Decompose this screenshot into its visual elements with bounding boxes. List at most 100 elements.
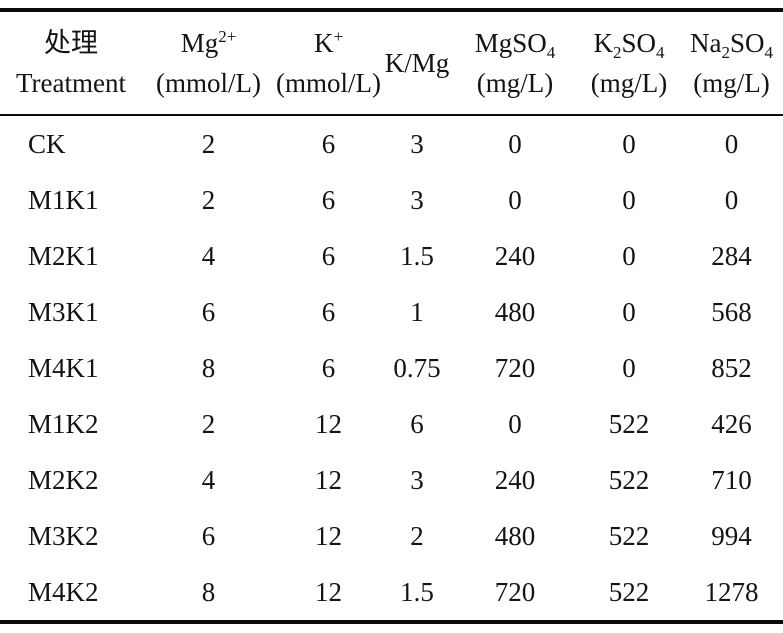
header-k-mg-label: K/Mg <box>384 48 450 78</box>
table-row: M1K1 2 6 3 0 0 0 <box>0 172 783 228</box>
cell-na2so4: 284 <box>711 240 752 271</box>
cell-na2so4: 568 <box>711 296 752 327</box>
col-header-k2so4: K2SO4 (mg/L) <box>578 10 680 116</box>
cell-na2so4: 710 <box>711 464 752 495</box>
cell-k2so4: 522 <box>608 464 650 495</box>
cell-mg: 4 <box>201 240 216 271</box>
header-mg-unit: (mmol/L) <box>156 68 261 98</box>
k2so4-base: K <box>593 28 613 58</box>
cell-treatment: CK <box>28 128 66 159</box>
col-header-mgso4: MgSO4 (mg/L) <box>452 10 578 116</box>
cell-na2so4: 1278 <box>704 576 759 607</box>
cell-mg: 6 <box>201 296 216 327</box>
col-header-na2so4: Na2SO4 (mg/L) <box>680 10 783 116</box>
cell-treatment: M2K2 <box>28 464 99 495</box>
cell-na2so4: 852 <box>711 352 752 383</box>
treatment-table: 处理 Treatment Mg2+ (mmol/L) K+ (mmol/L) K… <box>0 8 783 624</box>
cell-k: 12 <box>315 576 342 607</box>
cell-treatment: M1K1 <box>28 184 99 215</box>
cell-mg: 2 <box>201 184 216 215</box>
table-row: M2K2 4 12 3 240 522 710 <box>0 452 783 508</box>
mg-superscript: 2+ <box>218 27 237 46</box>
table-row: CK 2 6 3 0 0 0 <box>0 115 783 172</box>
cell-mgso4: 240 <box>494 240 536 271</box>
cell-mgso4: 240 <box>494 464 536 495</box>
k2so4-subscript-1: 2 <box>612 43 622 62</box>
k2so4-mid: SO <box>621 28 656 58</box>
cell-k2so4: 0 <box>622 296 636 327</box>
mg-base: Mg <box>180 28 219 58</box>
table-row: M4K1 8 6 0.75 720 0 852 <box>0 340 783 396</box>
cell-k-mg: 6 <box>410 408 424 439</box>
cell-treatment: M1K2 <box>28 408 99 439</box>
cell-mgso4: 480 <box>494 296 536 327</box>
cell-k2so4: 522 <box>608 408 650 439</box>
cell-mg: 8 <box>201 352 216 383</box>
header-treatment-en: Treatment <box>16 68 126 98</box>
cell-mg: 2 <box>201 128 216 159</box>
na2so4-subscript-2: 4 <box>764 43 774 62</box>
cell-mg: 6 <box>201 520 216 551</box>
header-row: 处理 Treatment Mg2+ (mmol/L) K+ (mmol/L) K… <box>0 10 783 116</box>
cell-k-mg: 1 <box>410 296 424 327</box>
col-header-k-mg: K/Mg <box>382 10 452 116</box>
na2so4-base: Na <box>690 28 722 58</box>
cell-na2so4: 426 <box>711 408 752 439</box>
col-header-mg: Mg2+ (mmol/L) <box>142 10 275 116</box>
cell-k: 6 <box>321 128 336 159</box>
header-k-symbol: K+ <box>275 23 382 63</box>
table-row: M3K1 6 6 1 480 0 568 <box>0 284 783 340</box>
cell-k: 12 <box>315 464 342 495</box>
cell-na2so4: 0 <box>724 184 739 215</box>
k2so4-subscript-2: 4 <box>656 43 665 62</box>
cell-k-mg: 3 <box>410 128 424 159</box>
k-base: K <box>313 28 334 58</box>
cell-mg: 4 <box>201 464 216 495</box>
header-treatment-zh: 处理 <box>44 28 98 58</box>
cell-k-mg: 1.5 <box>400 240 434 271</box>
cell-treatment: M2K1 <box>28 240 99 271</box>
cell-k: 6 <box>321 296 336 327</box>
cell-treatment: M4K1 <box>28 352 99 383</box>
na2so4-subscript-1: 2 <box>721 43 730 62</box>
header-mg-symbol: Mg2+ <box>142 23 275 63</box>
cell-treatment: M4K2 <box>28 576 99 607</box>
cell-mgso4: 0 <box>508 408 522 439</box>
table-row: M1K2 2 12 6 0 522 426 <box>0 396 783 452</box>
cell-k-mg: 2 <box>410 520 424 551</box>
cell-mgso4: 720 <box>494 352 536 383</box>
cell-na2so4: 0 <box>724 128 739 159</box>
cell-mg: 2 <box>201 408 216 439</box>
na2so4-mid: SO <box>729 28 765 58</box>
header-mgso4-unit: (mg/L) <box>476 68 554 98</box>
cell-k-mg: 1.5 <box>400 576 434 607</box>
cell-mgso4: 0 <box>508 184 522 215</box>
header-na2so4-formula: Na2SO4 <box>680 23 783 63</box>
cell-k: 6 <box>321 184 336 215</box>
cell-na2so4: 994 <box>711 520 752 551</box>
cell-k2so4: 0 <box>622 352 636 383</box>
cell-k2so4: 522 <box>608 520 650 551</box>
header-mgso4-formula: MgSO4 <box>452 23 578 63</box>
table-row: M2K1 4 6 1.5 240 0 284 <box>0 228 783 284</box>
mgso4-subscript: 4 <box>546 43 556 62</box>
cell-k: 12 <box>315 520 342 551</box>
header-na2so4-unit: (mg/L) <box>693 68 770 98</box>
col-header-k: K+ (mmol/L) <box>275 10 382 116</box>
table-row: M3K2 6 12 2 480 522 994 <box>0 508 783 564</box>
cell-mg: 8 <box>201 576 216 607</box>
cell-k-mg: 3 <box>410 464 424 495</box>
cell-mgso4: 0 <box>508 128 522 159</box>
cell-mgso4: 720 <box>494 576 536 607</box>
cell-k-mg: 3 <box>410 184 424 215</box>
cell-k2so4: 0 <box>622 128 636 159</box>
cell-treatment: M3K2 <box>28 520 99 551</box>
cell-k2so4: 0 <box>622 240 636 271</box>
header-k2so4-unit: (mg/L) <box>590 68 668 98</box>
header-k-unit: (mmol/L) <box>276 68 381 98</box>
table-row: M4K2 8 12 1.5 720 522 1278 <box>0 564 783 622</box>
mgso4-base: MgSO <box>474 28 547 58</box>
cell-k: 6 <box>321 352 336 383</box>
cell-k: 12 <box>315 408 342 439</box>
